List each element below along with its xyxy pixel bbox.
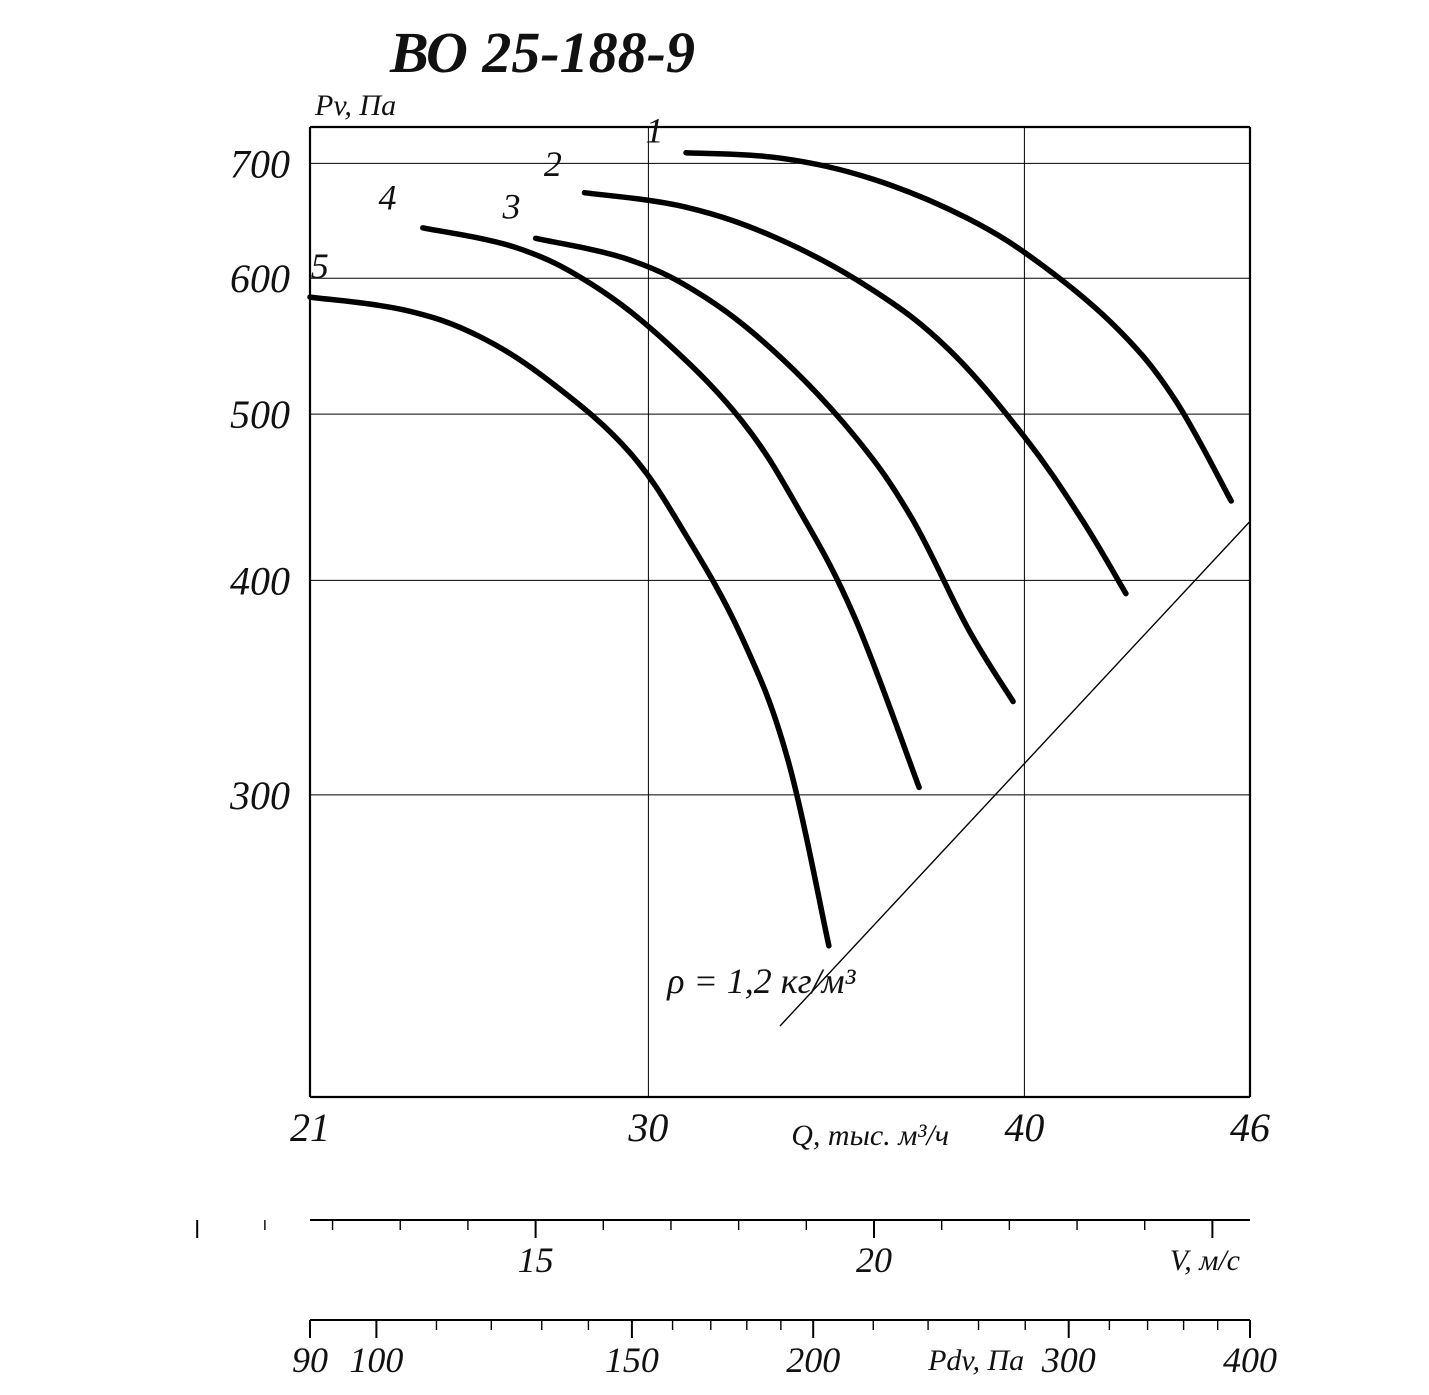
boundary-line [780, 521, 1250, 1026]
y-tick-label: 600 [230, 256, 290, 301]
y-axis-label: Pv, Па [314, 89, 396, 122]
curve-label: 1 [645, 110, 663, 150]
performance-curve [686, 153, 1231, 501]
x-axis-label: Q, тыс. м³/ч [791, 1119, 949, 1152]
pdv-tick-label: 90 [292, 1340, 328, 1380]
x-tick-label: 21 [290, 1105, 330, 1150]
pdv-tick-label: 200 [786, 1340, 840, 1380]
pdv-tick-label: 150 [605, 1340, 659, 1380]
fan-performance-chart: ВО 25-188-9300400500600700Pv, Па21304046… [0, 0, 1429, 1395]
v-tick-label: 15 [518, 1240, 554, 1280]
x-tick-label: 46 [1230, 1105, 1270, 1150]
y-tick-label: 400 [230, 558, 290, 603]
pdv-axis-label: Pdv, Па [927, 1344, 1024, 1377]
pdv-tick-label: 100 [349, 1340, 403, 1380]
y-tick-label: 300 [229, 773, 290, 818]
v-axis-label: V, м/с [1170, 1244, 1240, 1277]
curve-label: 5 [311, 246, 329, 286]
v-tick-label: 20 [856, 1240, 892, 1280]
x-tick-label: 40 [1004, 1105, 1044, 1150]
y-tick-label: 500 [230, 392, 290, 437]
performance-curve [310, 297, 829, 946]
performance-curve [584, 193, 1125, 594]
x-tick-label: 30 [627, 1105, 668, 1150]
pdv-tick-label: 400 [1223, 1340, 1277, 1380]
density-annotation: ρ = 1,2 кг/м³ [666, 961, 856, 1001]
chart-title: ВО 25-188-9 [389, 20, 695, 85]
curve-label: 2 [544, 144, 562, 184]
curve-label: 3 [502, 187, 521, 227]
pdv-tick-label: 300 [1041, 1340, 1096, 1380]
y-tick-label: 700 [230, 141, 290, 186]
curve-label: 4 [378, 177, 396, 217]
